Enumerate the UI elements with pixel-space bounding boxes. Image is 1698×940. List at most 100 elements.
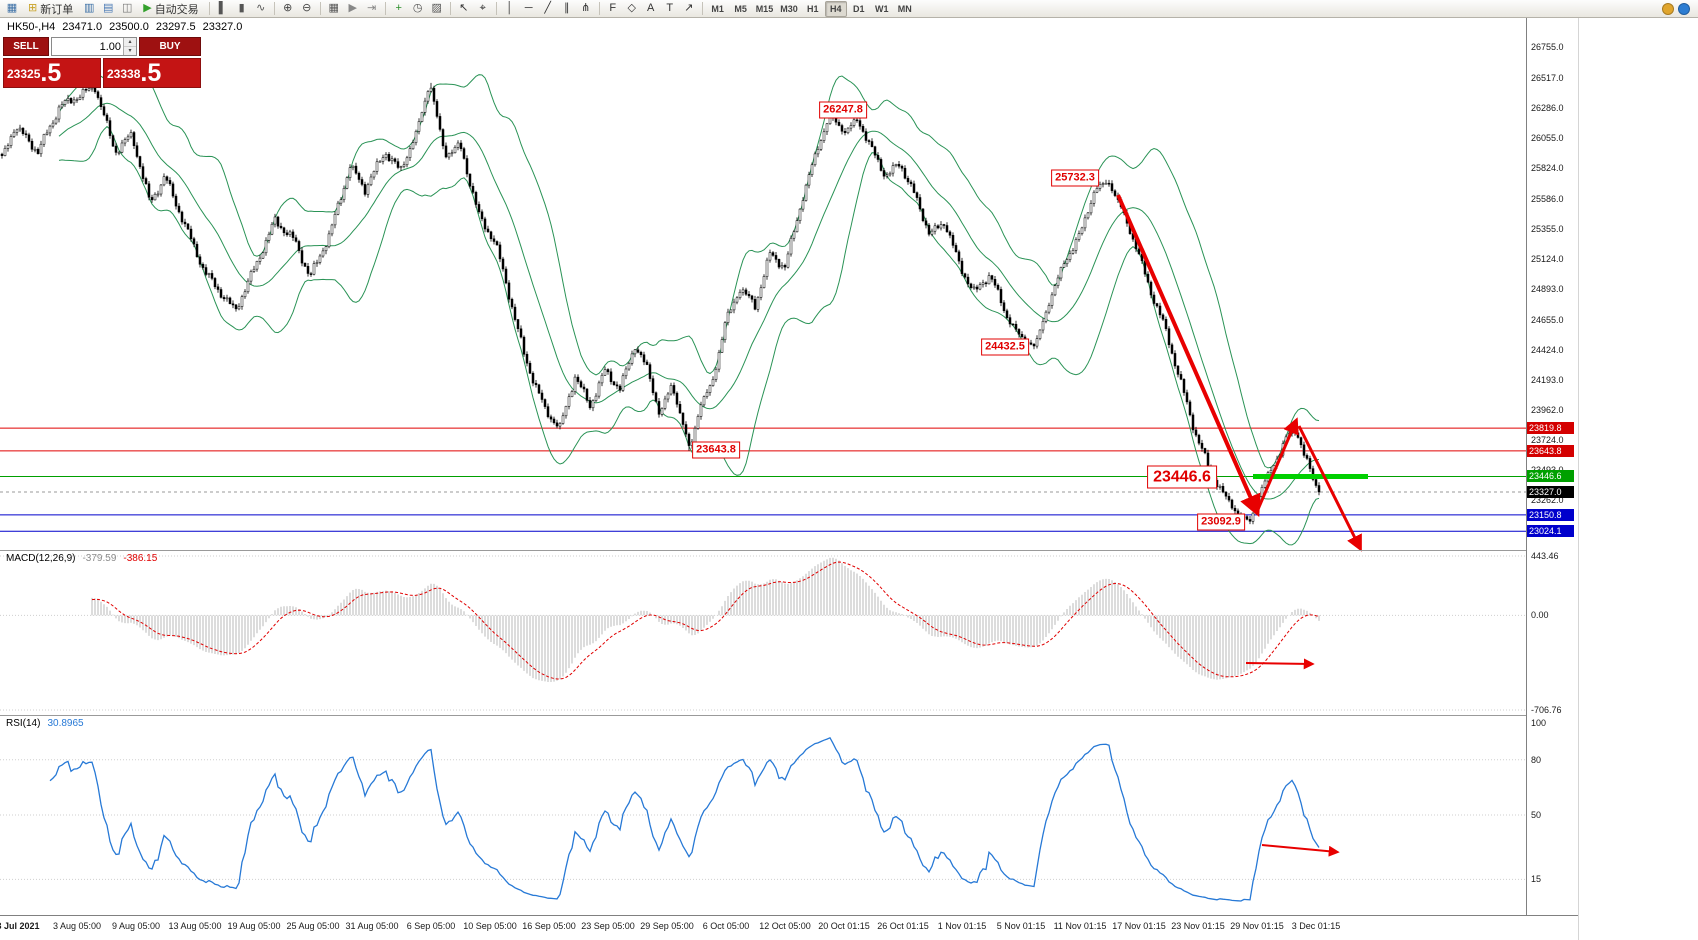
candlestick-chart-button[interactable]: ▮ — [233, 1, 251, 17]
ohlc-high: 23500.0 — [109, 21, 149, 33]
new-order-button[interactable]: ⊞ 新订单 — [22, 1, 79, 17]
horizontal-line-button[interactable]: ─ — [520, 1, 538, 17]
panel-separator[interactable] — [0, 550, 1578, 551]
zoom-in-icon: ⊕ — [283, 2, 293, 14]
auto-trading-button[interactable]: ▶ 自动交易 — [137, 1, 204, 17]
shapes-button[interactable]: ◇ — [623, 1, 641, 17]
rsi-scale-label: 15 — [1531, 874, 1542, 884]
pitchfork-icon: ⋔ — [581, 2, 591, 14]
timeframe-d1-button[interactable]: D1 — [852, 3, 865, 14]
periods-button[interactable]: ◷ — [409, 1, 427, 17]
one-click-trading-panel: SELL ▴ ▾ BUY 23325 .5 23338 .5 — [3, 37, 201, 88]
price-callout[interactable]: 23446.6 — [1147, 465, 1217, 489]
timeframe-m1-button[interactable]: M1 — [711, 3, 724, 14]
macd-scale-label: 443.46 — [1531, 551, 1559, 561]
price-tag: 23446.6 — [1527, 470, 1574, 482]
timeframe-w1-button[interactable]: W1 — [874, 3, 889, 14]
navigator-button[interactable]: ◫ — [118, 1, 136, 17]
timeframe-m15-button[interactable]: M15 — [755, 3, 774, 14]
terminal-button[interactable]: ▦ — [3, 1, 21, 17]
price-tick-label: 25124.0 — [1531, 254, 1564, 264]
auto-scroll-button[interactable]: ▶ — [344, 1, 362, 17]
community-icon[interactable] — [1678, 2, 1690, 15]
vertical-line-icon: │ — [506, 2, 514, 14]
time-tick-label: 3 Dec 01:15 — [1291, 921, 1341, 931]
current-price-tag: 23327.0 — [1527, 486, 1574, 498]
symbol-label: HK50-,H4 — [7, 21, 56, 33]
macd-label-row: MACD(12,26,9) -379.59 -386.15 — [6, 553, 157, 564]
volume-down-icon[interactable]: ▾ — [124, 47, 136, 55]
toolbar-separator — [384, 2, 386, 15]
toolbar-separator — [208, 2, 210, 15]
line-chart-button[interactable]: ∿ — [252, 1, 270, 17]
price-tick-label: 24193.0 — [1531, 375, 1564, 385]
toolbar-separator — [701, 2, 703, 15]
pitchfork-button[interactable]: ⋔ — [577, 1, 595, 17]
time-tick-label: 3 Aug 05:00 — [52, 921, 102, 931]
label-tool-button[interactable]: T — [661, 1, 679, 17]
time-tick-label: 5 Nov 01:15 — [996, 921, 1046, 931]
chart-shift-button[interactable]: ⇥ — [363, 1, 381, 17]
buy-price-fraction: .5 — [140, 59, 162, 87]
zoom-in-button[interactable]: ⊕ — [279, 1, 297, 17]
volume-up-icon[interactable]: ▴ — [124, 38, 136, 47]
tile-windows-button[interactable]: ▦ — [325, 1, 343, 17]
macd-signal-value: -386.15 — [123, 553, 158, 564]
fibonacci-button[interactable]: F — [604, 1, 622, 17]
timeframe-mn-button[interactable]: MN — [897, 3, 912, 14]
arrows-tool-button[interactable]: ↗ — [680, 1, 698, 17]
price-tick-label: 24424.0 — [1531, 345, 1564, 355]
price-callout[interactable]: 23643.8 — [692, 441, 740, 459]
market-watch-button[interactable]: ▥ — [80, 1, 98, 17]
sell-price-button[interactable]: 23325 .5 — [3, 58, 101, 88]
time-tick-label: 29 Nov 01:15 — [1230, 921, 1284, 931]
price-callout[interactable]: 24432.5 — [981, 338, 1029, 356]
tile-windows-icon: ▦ — [328, 2, 339, 14]
volume-input[interactable] — [52, 38, 123, 55]
vertical-line-button[interactable]: │ — [501, 1, 519, 17]
data-window-button[interactable]: ▤ — [99, 1, 117, 17]
buy-price-button[interactable]: 23338 .5 — [103, 58, 201, 88]
buy-button[interactable]: BUY — [139, 37, 201, 56]
panel-separator[interactable] — [0, 715, 1578, 716]
toolbar-separator — [319, 2, 321, 15]
time-tick-label: 12 Oct 05:00 — [759, 921, 811, 931]
terminal-icon: ▦ — [6, 2, 18, 14]
channel-button[interactable]: ∥ — [558, 1, 576, 17]
notifications-icon[interactable] — [1662, 2, 1674, 15]
price-tick-label: 25586.0 — [1531, 194, 1564, 204]
price-axis[interactable]: 26755.0 26517.0 26286.0 26055.0 25824.0 25586… — [1526, 18, 1578, 915]
navigator-icon: ◫ — [122, 2, 133, 14]
time-tick-label: 23 Sep 05:00 — [581, 921, 635, 931]
symbol-ohlc-line: HK50-,H4 23471.0 23500.0 23297.5 23327.0 — [7, 21, 242, 33]
trendline-button[interactable]: ╱ — [539, 1, 557, 17]
timeframe-m5-button[interactable]: M5 — [734, 3, 747, 14]
templates-button[interactable]: ▨ — [428, 1, 446, 17]
line-chart-icon: ∿ — [256, 2, 266, 14]
bar-chart-button[interactable]: ▌ — [214, 1, 232, 17]
zoom-out-button[interactable]: ⊖ — [298, 1, 316, 17]
time-axis[interactable]: 3 Jul 2021 3 Aug 05:00 9 Aug 05:00 13 Aug 0… — [0, 915, 1578, 940]
auto-trading-label: 自动交易 — [154, 3, 199, 16]
price-callout[interactable]: 26247.8 — [819, 101, 867, 119]
timeframe-h1-button[interactable]: H1 — [806, 3, 819, 14]
time-tick-label: 1 Nov 01:15 — [937, 921, 987, 931]
cursor-button[interactable]: ↖ — [455, 1, 473, 17]
sell-button[interactable]: SELL — [3, 37, 49, 56]
price-callout[interactable]: 23092.9 — [1197, 513, 1245, 531]
indicators-button[interactable]: + — [390, 1, 408, 17]
label-tool-icon: T — [666, 2, 674, 14]
timeframe-h4-button[interactable]: H4 — [824, 0, 847, 17]
rsi-name: RSI(14) — [6, 718, 41, 729]
crosshair-button[interactable]: ⌖ — [474, 1, 492, 17]
timeframe-m30-button[interactable]: M30 — [780, 3, 798, 14]
text-tool-button[interactable]: A — [642, 1, 660, 17]
fibonacci-icon: F — [609, 2, 617, 14]
main-toolbar: ▦ ⊞ 新订单 ▥ ▤ ◫ ▶ 自动交易 ▌ ▮ ∿ ⊕ ⊖ ▦ ▶ ⇥ + ◷ ▨ ↖ ⌖ │ ─ ╱ ∥ ⋔ F ◇ A T ↗ M1 M5… — [0, 0, 1698, 18]
macd-scale-label: 0.00 — [1531, 610, 1549, 620]
auto-scroll-icon: ▶ — [348, 2, 357, 14]
channel-icon: ∥ — [563, 2, 570, 14]
price-callout[interactable]: 25732.3 — [1051, 169, 1099, 187]
